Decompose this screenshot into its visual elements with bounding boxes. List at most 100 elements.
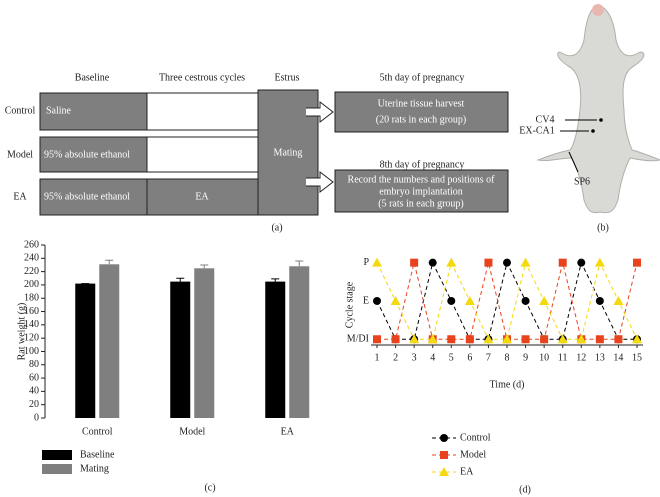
legend-label: Control: [460, 432, 491, 443]
y-tick-label: 20: [29, 399, 39, 410]
x-tick-label: 6: [467, 352, 472, 363]
y-tick-label: 0: [34, 412, 39, 423]
column-header: 5th day of pregnancy: [380, 72, 465, 83]
photo-label: CV4: [536, 114, 555, 125]
marker: [373, 296, 381, 305]
box-text: Saline: [46, 105, 72, 116]
panel-label: (a): [271, 222, 282, 233]
panel-label: (b): [597, 222, 609, 233]
y-tick-label: 180: [24, 293, 39, 304]
marker: [521, 296, 530, 305]
marker: [633, 258, 641, 267]
marker: [520, 257, 531, 267]
marker: [447, 335, 456, 344]
y-tick-label: 260: [24, 239, 39, 250]
y-axis-title: Cycle stage: [344, 281, 355, 328]
diagram: Baseline Three cestrous cycles Estrus 5t…: [5, 72, 509, 233]
box: [146, 136, 259, 173]
marker: [427, 334, 438, 344]
box-text: embryo implantation: [379, 186, 463, 197]
marker: [614, 335, 623, 344]
marker: [483, 334, 494, 344]
x-tick-label: 3: [412, 352, 417, 363]
box-text: EA: [195, 191, 209, 202]
y-tick-label: 200: [24, 279, 39, 290]
acupoint: [599, 118, 603, 122]
y-tick-label: 120: [24, 332, 39, 343]
legend-label: Baseline: [80, 449, 115, 460]
marker: [577, 258, 586, 267]
error-bar: [295, 260, 304, 267]
error-bar: [200, 264, 209, 269]
marker: [439, 467, 449, 476]
x-tick-label: Model: [179, 426, 205, 437]
marker: [372, 257, 382, 267]
bar: [99, 264, 120, 418]
marker: [409, 334, 420, 344]
box: [334, 91, 509, 133]
x-tick-label: 13: [595, 352, 605, 363]
box-text: (5 rats in each group): [378, 198, 464, 209]
photo-label: SP6: [574, 176, 590, 187]
y-axis-title: Rat weight (g): [16, 303, 27, 361]
box-text: Uterine tissue harvest: [378, 98, 465, 109]
y-tick-label: 60: [29, 372, 39, 383]
marker: [594, 257, 605, 267]
marker: [595, 296, 604, 305]
marker: [613, 295, 624, 305]
x-tick-label: 15: [632, 352, 642, 363]
box-text: Record the numbers and positions of: [348, 174, 496, 185]
x-tick-label: 1: [375, 352, 380, 363]
x-tick-label: 8: [505, 352, 510, 363]
box-text: 95% absolute ethanol: [44, 149, 130, 160]
marker: [391, 335, 400, 344]
rat-nose: [592, 4, 604, 16]
marker: [595, 335, 604, 344]
marker: [428, 258, 437, 267]
y-tick-label: 140: [24, 319, 39, 330]
x-tick-label: 10: [539, 352, 549, 363]
marker: [558, 258, 567, 267]
error-bar: [271, 278, 280, 282]
y-tick-label: 80: [29, 359, 39, 370]
column-header: Three cestrous cycles: [159, 72, 245, 83]
x-tick-label: 14: [613, 352, 623, 363]
rat-photo: CV4 EX-CA1 SP6 (b): [519, 4, 660, 233]
y-tick-label: 240: [24, 253, 39, 264]
marker: [484, 258, 493, 267]
bar: [75, 283, 96, 418]
y-tick-label: P: [363, 257, 369, 268]
marker: [502, 334, 512, 344]
marker: [465, 335, 474, 344]
marker: [447, 296, 456, 305]
marker: [390, 295, 401, 305]
x-axis-title: Time (d): [490, 379, 525, 390]
row-label: Model: [7, 149, 33, 160]
marker: [446, 257, 457, 267]
row-label: Control: [5, 105, 36, 116]
x-tick-label: 7: [486, 352, 491, 363]
marker: [373, 335, 381, 344]
acupoint: [591, 129, 595, 133]
marker: [440, 451, 448, 459]
x-tick-label: 5: [449, 352, 454, 363]
marker: [539, 295, 550, 305]
arrow: [306, 170, 334, 194]
panel-label: (d): [519, 484, 531, 495]
bar: [194, 268, 215, 418]
marker: [464, 295, 475, 305]
x-tick-label: 11: [558, 352, 568, 363]
x-tick-label: 12: [576, 352, 586, 363]
y-tick-label: 40: [29, 386, 39, 397]
rat: [536, 4, 660, 214]
legend-label: EA: [460, 466, 474, 477]
legend-label: Mating: [80, 463, 109, 474]
column-header: Baseline: [75, 72, 110, 83]
box-text: (20 rats in each group): [376, 114, 467, 125]
bar: [170, 281, 191, 418]
box: [39, 92, 148, 131]
marker: [521, 335, 530, 344]
box: [334, 169, 509, 213]
arrow: [306, 100, 334, 124]
box: [39, 136, 148, 173]
